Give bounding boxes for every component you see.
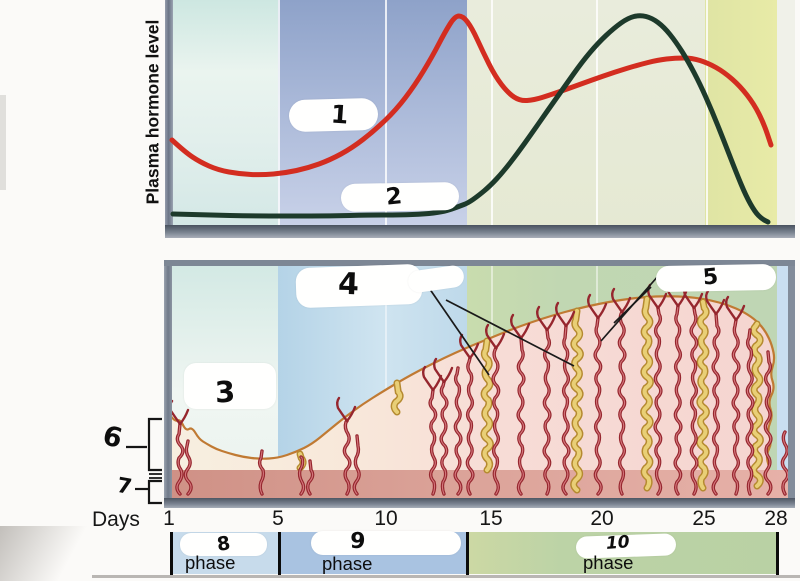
blank-label-1: 1: [330, 99, 350, 130]
y-axis-label: Plasma hormone level: [142, 19, 163, 205]
day-tick-1: 1: [163, 507, 175, 530]
uterus-frame-top: [164, 260, 795, 266]
phase-divider: [278, 532, 281, 575]
day-tick-15: 15: [479, 507, 503, 530]
blank-label-3: 3: [214, 374, 237, 410]
uterus-frame-right: [788, 260, 795, 508]
blank-label-5: 5: [701, 264, 720, 291]
scan-streak: [0, 95, 6, 190]
blank-label-9: 9: [349, 528, 366, 555]
whiteout-blank-3: [184, 363, 276, 409]
layer-brackets: [126, 417, 162, 505]
scan-edge-line: [92, 575, 800, 578]
top-chart-band-secretory: [467, 0, 705, 225]
uterus-frame-bottom: [164, 498, 795, 508]
phase-divider: [466, 532, 469, 575]
phase-word-proliferative: phase: [322, 553, 373, 574]
top-chart-left-axis: [165, 0, 173, 238]
hormone-curves: [169, 13, 774, 225]
top-chart-band-menstrual: [173, 0, 278, 225]
days-axis-label: Days: [92, 508, 140, 531]
whiteout-blank-9: [311, 531, 461, 555]
blank-label-2: 2: [384, 183, 404, 211]
whiteout-blank-8: [180, 533, 267, 556]
phase-word-menstrual: phase: [185, 552, 236, 573]
endometrium-illustration: [172, 274, 788, 498]
blank-label-10: 10: [605, 532, 631, 554]
day-tick-20: 20: [590, 507, 614, 530]
uterus-band-edge: [777, 266, 788, 498]
top-chart-bottom-axis: [165, 225, 795, 238]
scan-shadow: [0, 526, 112, 581]
phase-word-secretory: phase: [583, 552, 634, 573]
uterus-frame-left: [164, 260, 172, 508]
day-tick-5: 5: [272, 507, 284, 530]
blank-label-4: 4: [337, 266, 360, 303]
day-tick-28: 28: [764, 507, 788, 530]
day-tick-25: 25: [692, 507, 716, 530]
top-chart-band-edge: [777, 0, 795, 225]
phase-divider: [170, 532, 173, 575]
day-tick-10: 10: [374, 507, 398, 530]
phase-divider: [776, 532, 779, 575]
